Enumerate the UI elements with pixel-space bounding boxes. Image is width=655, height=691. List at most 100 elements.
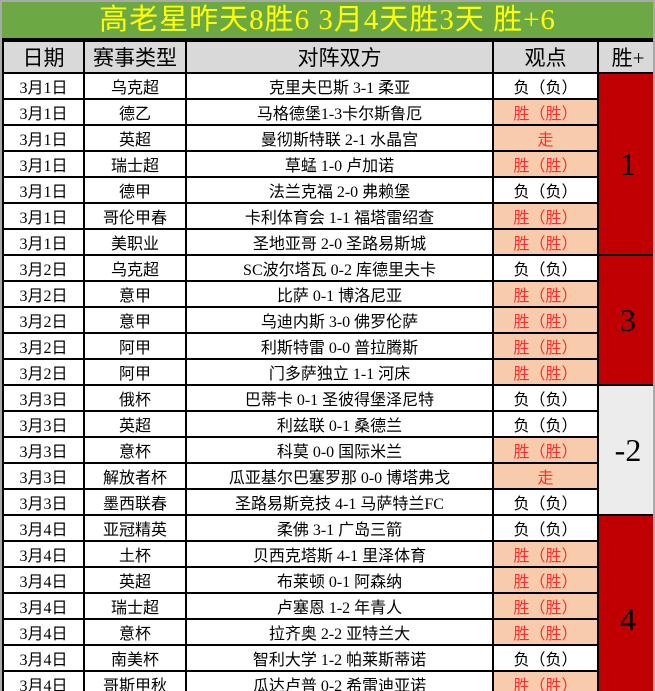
date-cell: 3月2日 — [2, 332, 85, 360]
opinion-cell: 胜（胜） — [492, 280, 599, 308]
league-cell: 乌克超 — [83, 72, 187, 100]
league-cell: 乌克超 — [83, 254, 187, 282]
column-header-opinion: 观点 — [492, 40, 599, 74]
league-cell: 阿甲 — [83, 332, 187, 360]
date-cell: 3月1日 — [2, 72, 85, 100]
opinion-cell: 胜（胜） — [492, 150, 599, 178]
opinion-cell: 负（负） — [492, 488, 599, 516]
table-row: 3月2日 意甲 比萨 0-1 博洛尼亚 胜（胜） — [2, 280, 653, 308]
match-cell: 比萨 0-1 博洛尼亚 — [185, 280, 494, 308]
date-cell: 3月1日 — [2, 150, 85, 178]
date-cell: 3月1日 — [2, 176, 85, 204]
league-cell: 瑞士超 — [83, 150, 187, 178]
match-cell: 法兰克福 2-0 弗赖堡 — [185, 176, 494, 204]
table-row: 3月4日 南美杯 智利大学 1-2 帕莱斯蒂诺 负（负） — [2, 644, 653, 672]
table-body: 3月1日 乌克超 克里夫巴斯 3-1 柔亚 负（负） 1 3月1日 德乙 马格德堡1-3卡尔斯… — [2, 72, 653, 691]
table-row: 3月4日 土杯 贝西克塔斯 4-1 里泽体育 胜（胜） — [2, 540, 653, 568]
table-row: 3月4日 亚冠精英 柔佛 3-1 广岛三箭 负（负） 4 — [2, 514, 653, 691]
opinion-cell: 负（负） — [492, 176, 599, 204]
match-cell: 柔佛 3-1 广岛三箭 — [185, 514, 494, 542]
table-row: 3月1日 哥伦甲春 卡利体育会 1-1 福塔雷绍查 胜（胜） — [2, 202, 653, 230]
league-cell: 意杯 — [83, 436, 187, 464]
table-row: 3月2日 阿甲 利斯特雷 0-0 普拉腾斯 胜（胜） — [2, 332, 653, 360]
opinion-cell: 胜（胜） — [492, 436, 599, 464]
league-cell: 意甲 — [83, 306, 187, 334]
league-cell: 哥斯甲秋 — [83, 670, 187, 691]
opinion-cell: 胜（胜） — [492, 228, 599, 256]
opinion-cell: 负（负） — [492, 514, 599, 542]
table-row: 3月1日 德甲 法兰克福 2-0 弗赖堡 负（负） — [2, 176, 653, 204]
match-cell: 乌迪内斯 3-0 佛罗伦萨 — [185, 306, 494, 334]
opinion-cell: 胜（胜） — [492, 540, 599, 568]
result-total-cell: 4 — [597, 514, 653, 691]
table-row: 3月4日 英超 布莱顿 0-1 阿森纳 胜（胜） — [2, 566, 653, 594]
column-header-result: 胜+ — [597, 40, 653, 74]
result-total-cell: -2 — [597, 384, 653, 516]
match-cell: 智利大学 1-2 帕莱斯蒂诺 — [185, 644, 494, 672]
opinion-cell: 负（负） — [492, 384, 599, 412]
opinion-cell: 胜（胜） — [492, 306, 599, 334]
league-cell: 德甲 — [83, 176, 187, 204]
date-cell: 3月3日 — [2, 410, 85, 438]
league-cell: 南美杯 — [83, 644, 187, 672]
table-header: 日期 赛事类型 对阵双方 观点 胜+ — [2, 40, 653, 74]
opinion-cell: 负（负） — [492, 644, 599, 672]
table-row: 3月1日 瑞士超 草蜢 1-0 卢加诺 胜（胜） — [2, 150, 653, 178]
date-cell: 3月4日 — [2, 670, 85, 691]
match-cell: SC波尔塔瓦 0-2 库德里夫卡 — [185, 254, 494, 282]
match-cell: 科莫 0-0 国际米兰 — [185, 436, 494, 464]
opinion-cell: 胜（胜） — [492, 566, 599, 594]
opinion-cell: 胜（胜） — [492, 358, 599, 386]
league-cell: 意甲 — [83, 280, 187, 308]
opinion-cell: 负（负） — [492, 72, 599, 100]
league-cell: 英超 — [83, 410, 187, 438]
opinion-cell: 胜（胜） — [492, 332, 599, 360]
table-row: 3月4日 瑞士超 卢塞恩 1-2 年青人 胜（胜） — [2, 592, 653, 620]
league-cell: 英超 — [83, 124, 187, 152]
match-cell: 圣路易斯竞技 4-1 马萨特兰FC — [185, 488, 494, 516]
opinion-cell: 负（负） — [492, 410, 599, 438]
match-cell: 巴蒂卡 0-1 圣彼得堡泽尼特 — [185, 384, 494, 412]
date-cell: 3月2日 — [2, 306, 85, 334]
opinion-cell: 胜（胜） — [492, 618, 599, 646]
table-row: 3月1日 英超 曼彻斯特联 2-1 水晶宫走 — [2, 124, 653, 152]
date-cell: 3月4日 — [2, 514, 85, 542]
league-cell: 德乙 — [83, 98, 187, 126]
match-cell: 拉齐奥 2-2 亚特兰大 — [185, 618, 494, 646]
table-row: 3月3日 解放者杯 瓜亚基尔巴塞罗那 0-0 博塔弗戈走 — [2, 462, 653, 490]
opinion-cell: 胜（胜） — [492, 98, 599, 126]
table-row: 3月4日 哥斯甲秋 瓜达卢普 0-2 希雷迪亚诺 胜（胜） — [2, 670, 653, 691]
league-cell: 哥伦甲春 — [83, 202, 187, 230]
match-cell: 草蜢 1-0 卢加诺 — [185, 150, 494, 178]
date-cell: 3月1日 — [2, 98, 85, 126]
match-cell: 利兹联 0-1 桑德兰 — [185, 410, 494, 438]
results-table: 日期 赛事类型 对阵双方 观点 胜+ 3月1日 乌克超 克里夫巴斯 3-1 柔亚 负（… — [2, 40, 653, 691]
league-cell: 美职业 — [83, 228, 187, 256]
date-cell: 3月3日 — [2, 384, 85, 412]
league-cell: 解放者杯 — [83, 462, 187, 490]
date-cell: 3月4日 — [2, 644, 85, 672]
result-total-cell: 1 — [597, 72, 653, 256]
date-cell: 3月4日 — [2, 592, 85, 620]
match-cell: 圣地亚哥 2-0 圣路易斯城 — [185, 228, 494, 256]
table-row: 3月1日 美职业 圣地亚哥 2-0 圣路易斯城 胜（胜） — [2, 228, 653, 256]
column-header-match: 对阵双方 — [185, 40, 494, 74]
match-cell: 瓜亚基尔巴塞罗那 0-0 博塔弗戈 — [185, 462, 494, 490]
league-cell: 意杯 — [83, 618, 187, 646]
league-cell: 亚冠精英 — [83, 514, 187, 542]
match-cell: 卡利体育会 1-1 福塔雷绍查 — [185, 202, 494, 230]
date-cell: 3月2日 — [2, 254, 85, 282]
table-row: 3月3日 墨西联春 圣路易斯竞技 4-1 马萨特兰FC 负（负） — [2, 488, 653, 516]
column-header-league: 赛事类型 — [83, 40, 187, 74]
league-cell: 瑞士超 — [83, 592, 187, 620]
opinion-cell: 胜（胜） — [492, 202, 599, 230]
match-cell: 贝西克塔斯 4-1 里泽体育 — [185, 540, 494, 568]
match-cell: 曼彻斯特联 2-1 水晶宫 — [185, 124, 494, 152]
table-row: 3月1日 德乙 马格德堡1-3卡尔斯鲁厄 胜（胜） — [2, 98, 653, 126]
date-cell: 3月1日 — [2, 228, 85, 256]
match-cell: 门多萨独立 1-1 河床 — [185, 358, 494, 386]
match-cell: 瓜达卢普 0-2 希雷迪亚诺 — [185, 670, 494, 691]
league-cell: 俄杯 — [83, 384, 187, 412]
match-cell: 卢塞恩 1-2 年青人 — [185, 592, 494, 620]
